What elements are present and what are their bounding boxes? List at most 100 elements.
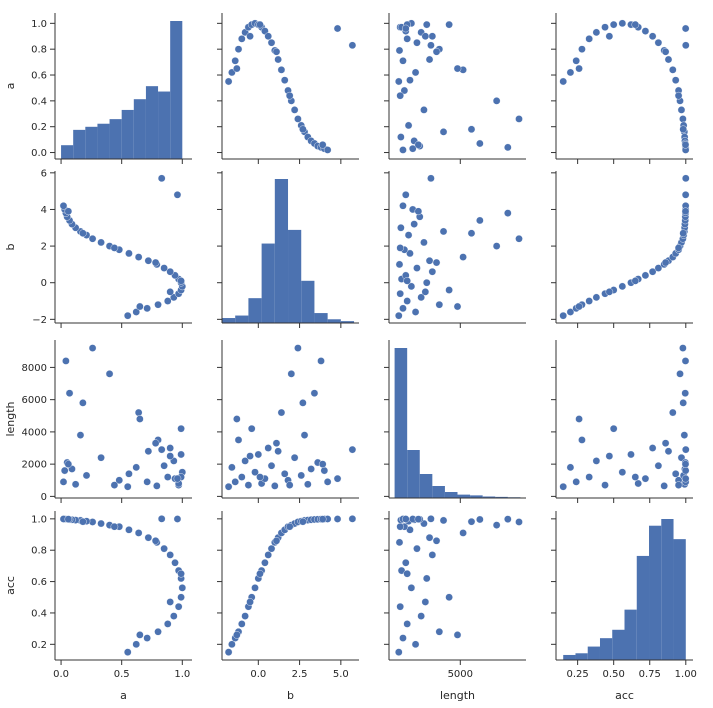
scatter-point-length-a-15 — [144, 447, 153, 456]
y-tick-label-length: 2000 — [22, 460, 47, 471]
y-tick-label-a: 0.0 — [31, 148, 47, 159]
scatter-point-b-length-6 — [396, 289, 404, 298]
scatter-point-b-acc-12 — [648, 267, 657, 276]
scatter-point-b-a-15 — [144, 256, 153, 265]
hist-bar-a-8 — [158, 91, 171, 159]
scatter-point-b-a-36 — [79, 229, 87, 238]
scatter-point-b-a-34 — [151, 258, 160, 267]
panel-length-vs-a: 0 2000 4000 6000 8000 — [22, 340, 192, 503]
x-tick-label-acc: 0.25 — [566, 669, 588, 680]
scatter-point-b-a-35 — [110, 244, 119, 252]
scatter-point-length-a-35 — [110, 481, 119, 489]
scatter-point-a-b-33 — [256, 20, 264, 29]
scatter-point-b-length-24 — [397, 223, 405, 232]
hist-bar-length-5 — [457, 494, 471, 498]
scatter-point-length-b-32 — [246, 452, 254, 460]
scatter-point-a-length-28 — [504, 143, 512, 152]
hist-bar-acc-8 — [661, 519, 674, 660]
scatter-point-acc-length-13 — [413, 544, 421, 553]
scatter-point-length-a-1 — [132, 463, 141, 472]
scatter-point-b-a-33 — [177, 277, 185, 285]
scatter-point-length-b-29 — [320, 466, 329, 475]
scatter-point-length-acc-8 — [618, 468, 627, 477]
y-tick-label-acc: 0.8 — [31, 546, 47, 557]
hist-bar-b-0 — [222, 318, 236, 323]
x-tick-label-b: 5.0 — [333, 669, 349, 680]
scatter-point-acc-a-36 — [79, 517, 87, 526]
hist-bar-a-3 — [97, 123, 110, 159]
scatter-point-acc-length-7 — [445, 593, 453, 602]
scatter-point-length-acc-15 — [664, 447, 673, 456]
scatter-point-acc-length-2 — [399, 634, 407, 642]
hist-bar-length-2 — [419, 474, 433, 498]
scatter-point-length-a-2 — [143, 478, 151, 486]
scatter-point-length-b-5 — [241, 457, 249, 465]
scatter-point-length-b-16 — [277, 408, 286, 417]
scatter-point-b-acc-38 — [681, 191, 690, 199]
scatter-point-b-a-1 — [132, 308, 141, 316]
scatter-point-acc-length-15 — [425, 533, 434, 542]
scatter-point-length-b-2 — [231, 478, 240, 486]
x-tick-label-length: 5000 — [448, 669, 473, 680]
hist-bar-a-9 — [170, 21, 183, 159]
hist-bar-b-3 — [261, 243, 275, 323]
scatter-point-length-acc-36 — [679, 399, 687, 407]
scatter-point-a-length-30 — [399, 146, 407, 154]
hist-bar-length-0 — [394, 348, 408, 498]
scatter-point-a-b-13 — [267, 38, 276, 47]
scatter-point-b-acc-13 — [654, 264, 663, 272]
scatter-point-acc-a-4 — [163, 620, 172, 628]
y-tick-label-b: −2 — [32, 315, 47, 326]
hist-bar-a-4 — [109, 119, 122, 159]
scatter-point-a-b-16 — [277, 66, 286, 74]
scatter-point-acc-b-8 — [251, 584, 259, 592]
scatter-point-acc-length-28 — [504, 515, 512, 523]
scatter-point-acc-a-13 — [160, 544, 168, 553]
scatter-point-acc-a-35 — [110, 522, 119, 531]
x-tick-label-a: 0.5 — [114, 669, 130, 680]
scatter-point-a-acc-11 — [641, 27, 650, 35]
scatter-point-length-a-36 — [79, 399, 87, 407]
scatter-point-a-length-14 — [395, 46, 404, 55]
scatter-point-length-b-12 — [264, 444, 273, 452]
scatter-point-a-b-31 — [233, 64, 241, 73]
panel-acc-vs-a: 0.2 0.4 0.6 0.8 1.0 0.0 0.5 1.0 — [31, 511, 192, 680]
y-tick-label-b: 4 — [41, 205, 47, 216]
scatter-point-a-acc-38 — [681, 24, 690, 33]
scatter-point-b-length-22 — [404, 231, 413, 239]
scatter-point-acc-a-5 — [170, 612, 178, 620]
scatter-point-acc-a-0 — [123, 648, 132, 656]
y-tick-label-acc: 0.4 — [31, 608, 47, 619]
scatter-point-length-b-3 — [234, 436, 243, 444]
scatter-point-b-a-13 — [160, 264, 168, 272]
scatter-point-acc-length-35 — [396, 522, 404, 531]
scatter-point-b-a-31 — [136, 302, 144, 311]
y-tick-label-acc: 0.2 — [31, 640, 47, 651]
scatter-point-acc-length-11 — [401, 558, 410, 567]
scatter-point-acc-length-34 — [432, 537, 441, 545]
scatter-point-b-length-7 — [445, 286, 453, 294]
scatter-point-length-acc-37 — [681, 460, 690, 468]
scatter-point-length-acc-19 — [676, 370, 684, 378]
scatter-point-length-b-15 — [274, 447, 282, 456]
scatter-point-b-acc-8 — [618, 282, 627, 291]
scatter-point-a-acc-2 — [572, 57, 580, 65]
scatter-point-length-b-33 — [256, 473, 264, 481]
scatter-point-acc-a-17 — [125, 526, 133, 534]
scatter-point-a-length-1 — [411, 68, 420, 77]
scatter-point-length-a-39 — [157, 445, 166, 454]
y-tick-label-acc: 0.6 — [31, 577, 47, 588]
scatter-point-a-b-12 — [264, 32, 273, 41]
scatter-point-a-acc-35 — [674, 91, 683, 100]
scatter-point-length-b-8 — [251, 468, 259, 477]
scatter-point-b-a-39 — [157, 174, 166, 183]
panel-a-vs-a: 0.0 0.2 0.4 0.6 0.8 1.0 — [31, 13, 192, 164]
scatter-point-acc-length-9 — [422, 574, 431, 583]
y-tick-label-length: 4000 — [22, 427, 47, 438]
scatter-point-acc-length-21 — [515, 518, 523, 526]
scatter-point-a-acc-5 — [592, 28, 601, 37]
scatter-point-length-a-19 — [105, 370, 114, 378]
scatter-point-acc-length-14 — [395, 538, 404, 547]
scatter-point-acc-length-5 — [417, 612, 425, 620]
y-tick-label-a: 0.4 — [31, 96, 47, 107]
